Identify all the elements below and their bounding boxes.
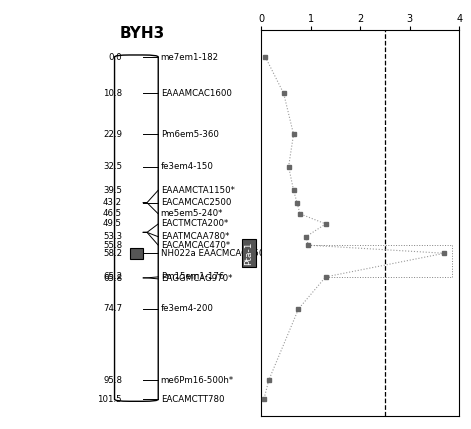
Text: 65.2: 65.2	[103, 272, 122, 281]
Text: fe3em4-200: fe3em4-200	[161, 305, 214, 314]
Text: NH022a EAACMCAG850*: NH022a EAACMCAG850*	[161, 249, 268, 258]
Text: 74.7: 74.7	[103, 305, 122, 314]
Text: 101.5: 101.5	[97, 395, 122, 404]
Text: 39.5: 39.5	[103, 186, 122, 195]
Text: Pm6em5-360: Pm6em5-360	[161, 130, 219, 139]
Text: EACAMCAC470*: EACAMCAC470*	[161, 241, 230, 250]
Text: 22.9: 22.9	[103, 130, 122, 139]
FancyBboxPatch shape	[114, 55, 158, 401]
Text: 65.8: 65.8	[103, 275, 122, 284]
Text: EACTMCTA200*: EACTMCTA200*	[161, 219, 228, 228]
Text: 53.3: 53.3	[103, 232, 122, 241]
Text: 55.8: 55.8	[103, 241, 122, 250]
Text: 32.5: 32.5	[103, 162, 122, 171]
Text: 95.8: 95.8	[103, 375, 122, 384]
Text: me7em1-182: me7em1-182	[161, 52, 219, 61]
Text: EACAMCAC2500: EACAMCAC2500	[161, 198, 231, 207]
Text: EAATMCAA780*: EAATMCAA780*	[161, 232, 229, 241]
Text: BYH3: BYH3	[119, 26, 165, 41]
Text: 10.8: 10.8	[103, 89, 122, 98]
Text: 58.2: 58.2	[103, 249, 122, 258]
Text: 49.5: 49.5	[103, 219, 122, 228]
Text: Pm15em1-176: Pm15em1-176	[161, 272, 224, 281]
Text: 43.2: 43.2	[103, 198, 122, 207]
Text: EACAMCTT780: EACAMCTT780	[161, 395, 224, 404]
Text: EAAAMCTA1150*: EAAAMCTA1150*	[161, 186, 235, 195]
Text: 46.5: 46.5	[103, 209, 122, 218]
Text: Pta-1: Pta-1	[244, 242, 253, 265]
Text: me6Pm16-500h*: me6Pm16-500h*	[161, 375, 234, 384]
Text: me5em5-240*: me5em5-240*	[161, 209, 223, 218]
Text: EAAAMCAC1600: EAAAMCAC1600	[161, 89, 232, 98]
Bar	[130, 248, 143, 259]
Text: EAGGMCAG970*: EAGGMCAG970*	[161, 275, 232, 284]
Text: fe3em4-150: fe3em4-150	[161, 162, 214, 171]
Text: 0.0: 0.0	[108, 52, 122, 61]
